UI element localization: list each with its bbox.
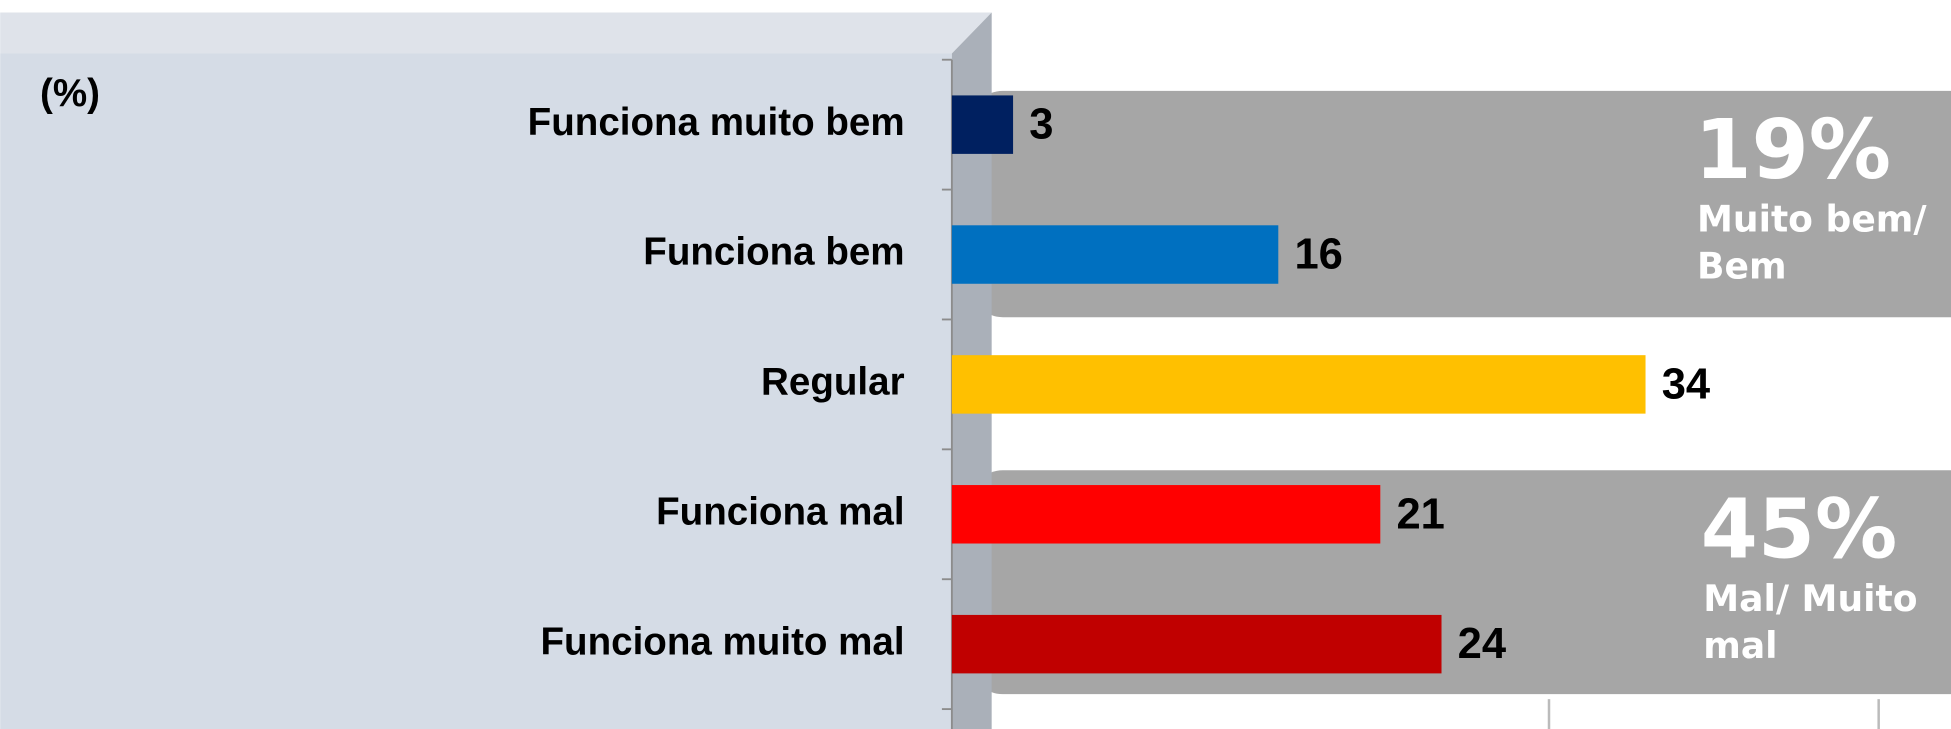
value-label: 16 (1294, 231, 1342, 279)
value-label: 24 (1458, 620, 1506, 668)
group-percent: 19% (1695, 103, 1892, 198)
bar (951, 95, 1014, 154)
group-label: mal (1703, 625, 1777, 667)
category-label: Funciona mal (656, 490, 904, 533)
value-label: 34 (1662, 360, 1710, 408)
category-label: Funciona muito mal (541, 620, 905, 663)
value-label: 3 (1029, 101, 1053, 149)
group-label: Muito bem/ (1697, 198, 1927, 240)
bar (951, 485, 1381, 544)
category-label: Funciona bem (643, 231, 904, 274)
bar (951, 614, 1442, 674)
group-label: Mal/ Muito (1703, 578, 1917, 620)
panel-top (0, 12, 992, 54)
unit-label: (%) (40, 72, 100, 115)
bar (951, 355, 1646, 414)
value-label: 21 (1396, 490, 1444, 538)
group-label: Bem (1697, 246, 1787, 288)
bar (951, 225, 1279, 284)
panel-front (0, 53, 952, 729)
category-label: Regular (761, 361, 905, 404)
category-label: Funciona muito bem (528, 101, 905, 144)
group-percent: 45% (1701, 482, 1898, 577)
